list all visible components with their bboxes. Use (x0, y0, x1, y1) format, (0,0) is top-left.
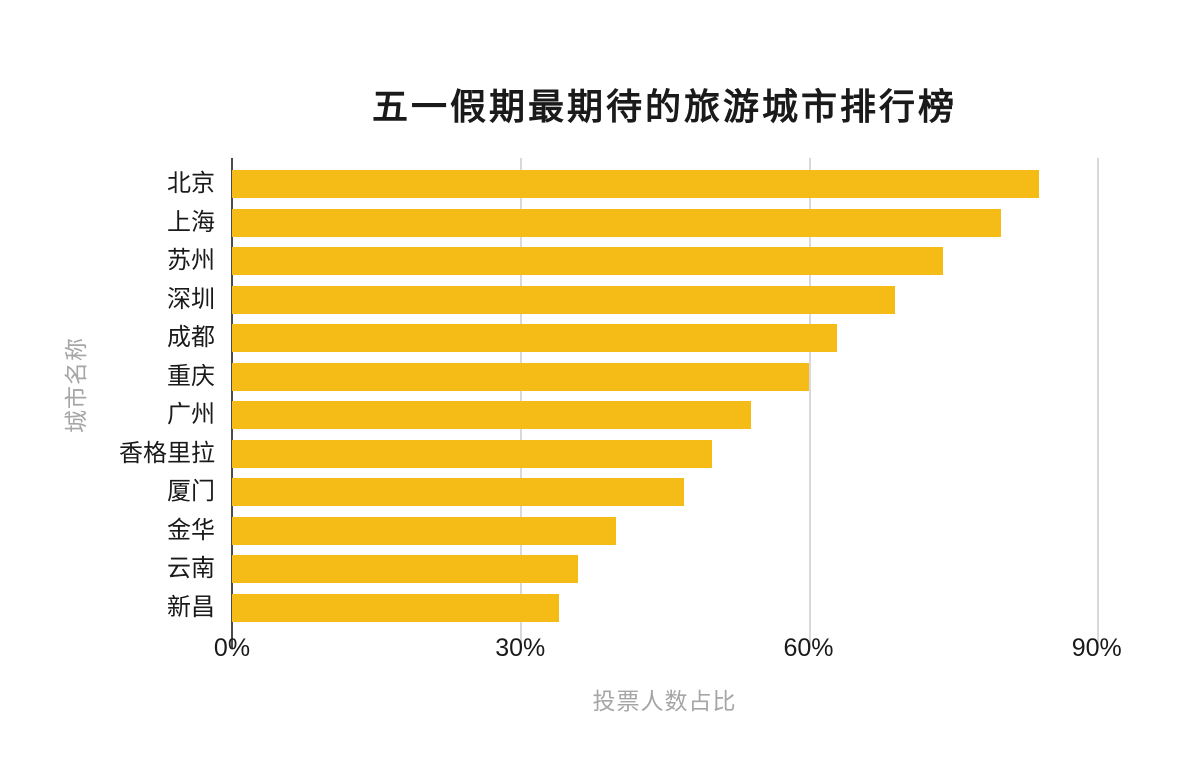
gridline-60 (808, 158, 811, 648)
bar-广州[interactable] (232, 401, 751, 429)
bar-云南[interactable] (232, 555, 578, 583)
chart-title: 五一假期最期待的旅游城市排行榜 (371, 86, 957, 127)
bar-厦门[interactable] (232, 478, 684, 506)
category-label-香格里拉: 香格里拉 (119, 439, 215, 467)
bar-香格里拉[interactable] (232, 439, 713, 468)
plot-area (231, 158, 1140, 648)
category-axis-labels: 北京上海苏州深圳成都重庆广州香格里拉厦门金华云南新昌 (0, 158, 215, 640)
bar-重庆[interactable] (232, 362, 809, 391)
x-tick-label-90%: 90% (1071, 634, 1122, 662)
category-label-重庆: 重庆 (167, 362, 215, 390)
category-label-成都: 成都 (167, 324, 215, 351)
category-label-新昌: 新昌 (167, 593, 215, 621)
category-label-云南: 云南 (167, 555, 215, 582)
x-tick-label-60%: 60% (783, 634, 834, 662)
category-label-苏州: 苏州 (167, 247, 215, 274)
category-label-上海: 上海 (167, 208, 215, 236)
bar-北京[interactable] (232, 170, 1040, 198)
category-label-深圳: 深圳 (167, 285, 215, 313)
category-label-北京: 北京 (167, 170, 215, 197)
x-axis-tick-labels: 0% 30% 60% 90% (0, 634, 1195, 666)
bar-苏州[interactable] (232, 247, 944, 275)
category-label-广州: 广州 (167, 401, 215, 428)
x-tick-label-0%: 0% (213, 634, 251, 662)
bar-上海[interactable] (232, 208, 1001, 237)
gridline-90 (1096, 158, 1099, 648)
bar-金华[interactable] (232, 516, 617, 545)
bar-深圳[interactable] (232, 285, 895, 314)
category-label-厦门: 厦门 (167, 478, 215, 505)
x-axis-title: 投票人数占比 (592, 688, 737, 714)
bar-新昌[interactable] (232, 593, 559, 622)
x-tick-label-30%: 30% (495, 634, 546, 662)
category-label-金华: 金华 (167, 516, 215, 544)
bar-成都[interactable] (232, 324, 838, 352)
